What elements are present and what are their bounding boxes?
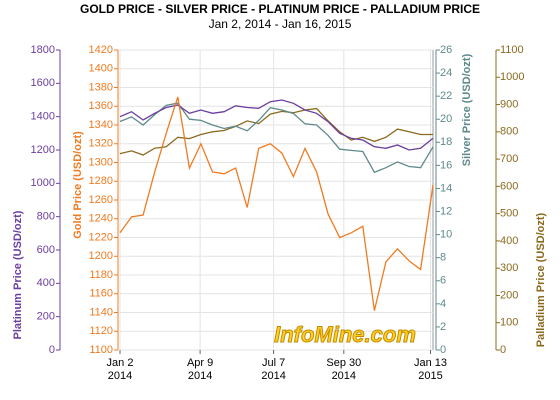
y-tick-label: 1120 (89, 325, 113, 337)
y-tick-label: 14 (440, 182, 452, 194)
y-tick-label: 600 (37, 244, 55, 256)
y-tick-label: 1420 (89, 44, 113, 56)
watermark: InfoMine.com (274, 322, 416, 347)
y-tick-label: 16 (440, 159, 452, 171)
y-tick-label: 20 (440, 113, 452, 125)
series-line (119, 96, 434, 311)
y-tick-label: 1100 (89, 344, 113, 356)
y-tick-label: 1160 (89, 288, 113, 300)
y-tick-label: 1100 (500, 44, 524, 56)
y-tick-label: 200 (37, 311, 55, 323)
y-tick-label: 1240 (89, 213, 113, 225)
y-tick-label: 1400 (31, 111, 55, 123)
y-tick-label: 800 (37, 211, 55, 223)
y-tick-label: 1800 (31, 44, 55, 56)
y-tick-label: 700 (500, 153, 518, 165)
y-tick-label: 4 (440, 298, 446, 310)
series-line (119, 107, 433, 156)
y-tick-label: 0 (440, 344, 446, 356)
y-tick-label: 1380 (89, 81, 113, 93)
y-tick-label: 900 (500, 98, 518, 110)
axis-title: Palladium Price (USD/ozt) (535, 212, 547, 347)
y-tick-label: 26 (440, 44, 452, 56)
x-tick-label: Jan 2 2014 (107, 357, 134, 382)
y-tick-label: 1260 (89, 194, 113, 206)
y-tick-label: 24 (440, 67, 452, 79)
y-tick-label: 1140 (89, 306, 113, 318)
y-tick-label: 1340 (89, 119, 113, 131)
y-tick-label: 1200 (31, 144, 55, 156)
y-tick-label: 200 (500, 289, 518, 301)
y-tick-label: 1220 (89, 231, 113, 243)
axis-title: Gold Price (USD/ozt) (72, 131, 84, 239)
y-tick-label: 500 (500, 208, 518, 220)
x-tick-label: Jan 13 2015 (414, 357, 447, 382)
y-tick-label: 0 (49, 344, 55, 356)
y-tick-label: 400 (37, 277, 55, 289)
y-tick-label: 800 (500, 126, 518, 138)
x-tick-label: Jul 7 2014 (261, 357, 285, 382)
axis-title: Platinum Price (USD/ozt) (12, 210, 24, 339)
y-tick-label: 300 (500, 262, 518, 274)
y-tick-label: 1360 (89, 100, 113, 112)
y-tick-label: 1400 (89, 63, 113, 75)
y-tick-label: 100 (500, 317, 518, 329)
series-line (119, 102, 434, 174)
y-tick-label: 10 (440, 229, 452, 241)
chart-title: GOLD PRICE - SILVER PRICE - PLATINUM PRI… (80, 2, 480, 16)
y-tick-label: 1300 (89, 156, 113, 168)
y-tick-label: 1000 (500, 71, 524, 83)
y-tick-label: 12 (440, 205, 452, 217)
y-tick-label: 18 (440, 136, 452, 148)
y-tick-label: 2 (440, 321, 446, 333)
y-tick-label: 600 (500, 180, 518, 192)
y-tick-label: 1600 (31, 77, 55, 89)
y-tick-label: 1320 (89, 138, 113, 150)
x-tick-label: Apr 9 2014 (187, 357, 213, 382)
y-tick-label: 22 (440, 90, 452, 102)
y-tick-label: 0 (500, 344, 506, 356)
x-tick-label: Sep 30 2014 (326, 357, 361, 382)
series-line (119, 99, 434, 151)
axis-title: Silver Price (USD/ozt) (461, 53, 473, 166)
y-tick-label: 1180 (89, 269, 113, 281)
y-tick-label: 8 (440, 252, 446, 264)
y-tick-label: 6 (440, 275, 446, 287)
y-tick-label: 1200 (89, 250, 113, 262)
y-tick-label: 400 (500, 235, 518, 247)
chart-subtitle: Jan 2, 2014 - Jan 16, 2015 (209, 17, 352, 31)
y-tick-label: 1280 (89, 175, 113, 187)
y-tick-label: 1000 (31, 177, 55, 189)
